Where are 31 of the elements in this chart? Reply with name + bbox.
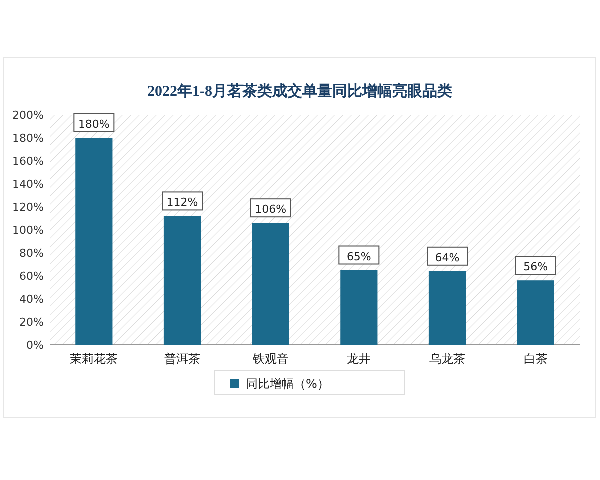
- x-tick-label: 白茶: [524, 352, 548, 366]
- bar: [252, 223, 290, 345]
- x-tick-label: 乌龙茶: [430, 352, 466, 366]
- x-tick-label: 茉莉花茶: [70, 352, 118, 366]
- legend-label: 同比增幅（%）: [246, 377, 330, 391]
- y-tick-label: 20%: [20, 316, 44, 329]
- data-label: 65%: [346, 250, 372, 264]
- bar: [428, 271, 466, 345]
- y-tick-label: 100%: [12, 224, 44, 237]
- bar: [517, 280, 554, 345]
- y-tick-label: 120%: [12, 201, 44, 214]
- data-label: 180%: [78, 118, 110, 131]
- y-tick-label: 0%: [26, 339, 44, 352]
- y-tick-label: 160%: [12, 155, 44, 168]
- y-tick-label: 40%: [20, 293, 44, 306]
- bar: [164, 216, 202, 345]
- x-tick-label: 普洱茶: [164, 352, 200, 366]
- data-label: 112%: [166, 196, 198, 210]
- y-tick-label: 80%: [20, 247, 44, 260]
- y-tick-label: 140%: [12, 178, 44, 191]
- x-tick-label: 铁观音: [252, 352, 289, 366]
- data-label: 106%: [255, 203, 287, 216]
- y-tick-label: 180%: [12, 132, 44, 145]
- data-label: 64%: [435, 251, 460, 264]
- y-tick-label: 60%: [20, 270, 44, 283]
- bar: [340, 270, 378, 345]
- y-tick-label: 200%: [12, 109, 44, 122]
- x-tick-label: 龙井: [347, 352, 372, 366]
- bar: [76, 138, 113, 345]
- data-label: 56%: [524, 260, 548, 274]
- chart-title: 2022年1-8月茗茶类成交单量同比增幅亮眼品类: [148, 82, 452, 100]
